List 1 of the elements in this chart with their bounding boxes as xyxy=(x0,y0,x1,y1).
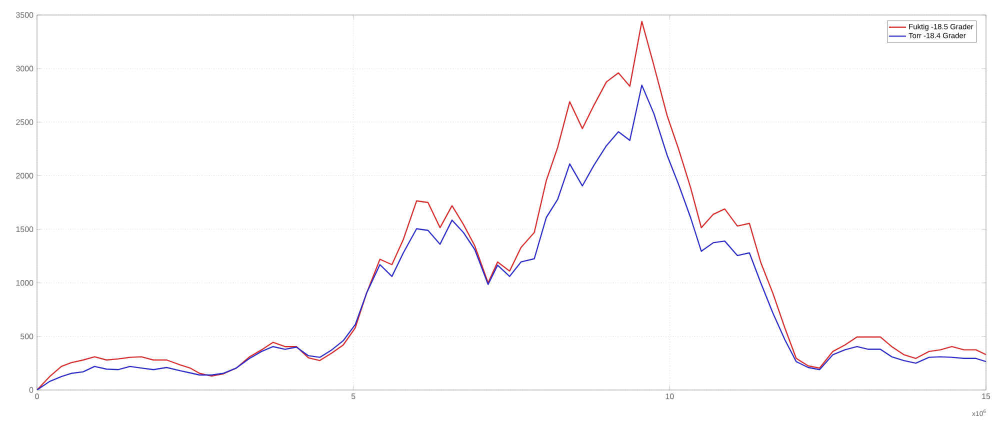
line-series xyxy=(37,84,986,390)
